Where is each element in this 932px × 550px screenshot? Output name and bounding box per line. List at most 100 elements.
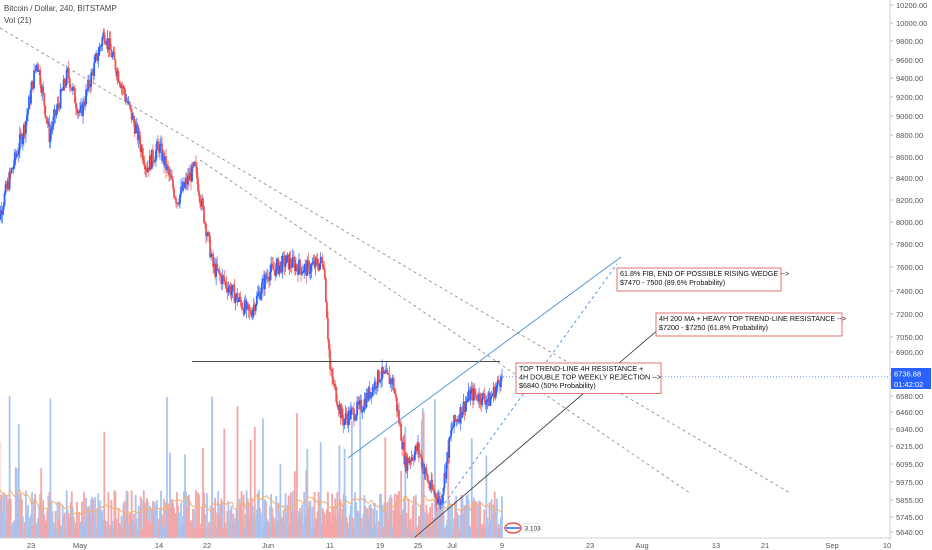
volume-bar [380,493,382,538]
price-tick-label: 5975.00 [896,478,923,487]
candle-body [118,81,121,85]
candle-body [471,388,474,401]
volume-bar [476,528,478,538]
volume-bar [404,426,407,538]
candle-body [338,404,341,410]
candle-body [54,109,57,116]
volume-bar [378,520,380,538]
volume-bar [391,526,394,538]
volume-bar [127,524,130,538]
volume-bar [41,505,44,538]
candle-body [186,178,188,185]
candle-body [240,301,243,309]
candle-body [159,144,161,153]
time-tick-label: 14 [155,541,163,550]
volume-bar [288,523,291,538]
price-axis[interactable]: 10200.00 10000.00 9800.00 9600.00 9400.00 920… [890,1,927,537]
candle-body [262,278,264,283]
candle-body [173,188,175,197]
candle-body [455,419,458,422]
candle-body [275,263,278,276]
annotation-box-fib[interactable] [616,267,782,292]
candle-body [389,379,392,385]
volume-bar [195,490,197,538]
symbol-legend[interactable]: Bitcoin / Dollar, 240, BITSTAMP [4,4,117,13]
candle-body [378,370,380,382]
candle-body [109,38,112,50]
indicator-legend[interactable]: Vol (21) [4,16,32,25]
volume-bar [355,502,357,538]
candle-body [227,288,230,293]
volume-bar [140,499,143,538]
candle-body [392,378,395,391]
volume-bar [87,508,90,538]
volume-bar [360,517,363,538]
candle-body [11,168,14,170]
candle-body [216,263,219,270]
volume-bar [164,524,166,538]
time-axis[interactable]: 23 May 14 22 Jun 11 19 25 Jul 9 23 Aug 13 21 Sep 10 [27,541,891,550]
volume-bar [182,516,184,538]
volume-bar [340,518,343,538]
volume-bar [171,499,173,538]
volume-bar [148,505,151,538]
volume-bar [370,508,373,538]
volume-bar [234,518,237,538]
candle-body [144,168,147,170]
volume-bar [447,439,450,538]
candle-body [75,102,77,108]
candle-body [46,119,49,124]
candle-body [245,302,248,310]
volume-bar [70,491,73,538]
candle-body [282,255,285,257]
candle-body [129,105,132,109]
volume-bar [279,463,282,538]
candle-body [348,410,351,420]
volume-bar [258,508,261,538]
volume-badge[interactable]: 3.103 [504,522,541,534]
volume-bar [356,510,358,538]
volume-bar [478,500,480,538]
annotation-box-dtop[interactable] [515,362,662,394]
volume-bar [89,514,92,538]
volume-bar [8,396,11,538]
candle-body [314,257,317,268]
volume-bar [94,497,97,538]
volume-bar [179,526,181,538]
candle-body [292,256,295,261]
upper-downtrend-line[interactable] [0,27,791,494]
volume-bar [484,527,487,538]
candle-body [140,148,143,153]
volume-bar [151,508,153,538]
rising-wedge-upper-line[interactable] [347,256,622,459]
volume-bar [72,517,75,538]
lower-downtrend-line[interactable] [199,159,691,494]
volume-bar [425,504,428,538]
volume-bar [423,512,426,538]
candle-body [387,373,390,375]
candle-body [361,411,364,413]
candle-body [278,265,281,274]
candle-body [57,103,60,106]
volume-bar [100,511,103,538]
volume-bar [333,513,336,538]
volume-bar [357,510,360,538]
volume-bar [136,529,139,538]
candle-body [60,89,63,91]
volume-bar [401,513,404,538]
candle-body [404,455,407,465]
volume-bar [330,522,332,538]
candle-body [355,415,357,420]
volume-bar [344,496,347,538]
time-tick-label: 21 [761,541,769,550]
support-trend-line[interactable] [413,322,667,539]
volume-bar [93,517,96,538]
volume-bar [242,494,245,538]
candle-body [20,134,23,144]
volume-bar [290,511,293,538]
volume-bar [97,493,100,538]
price-tick-label: 6340.00 [896,425,923,434]
volume-bar [233,524,236,538]
annotation-box-ma200[interactable] [655,312,843,337]
